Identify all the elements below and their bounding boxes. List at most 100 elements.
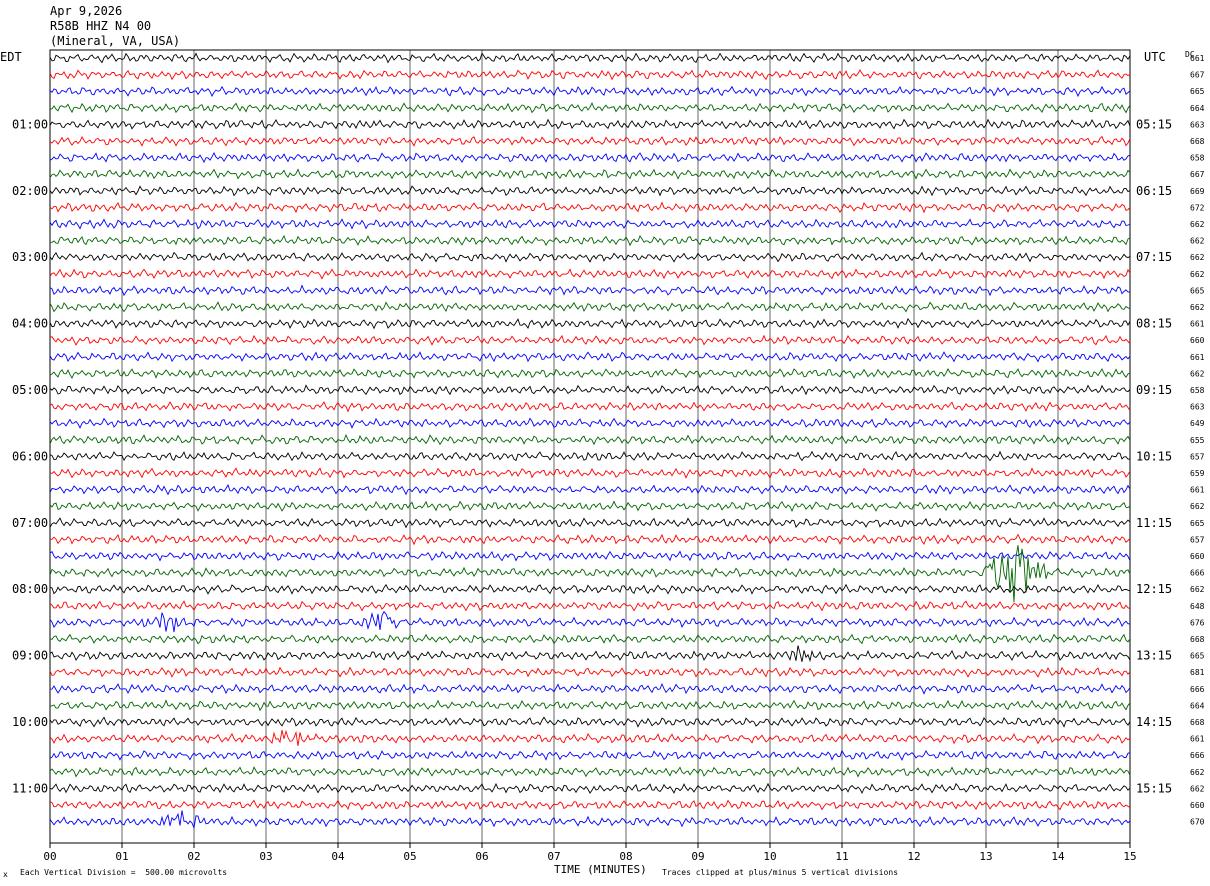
right-hour-label: 08:15 [1136,317,1172,331]
dc-offset-label: 664 [1190,104,1205,113]
x-tick-label: 12 [907,850,920,863]
trace-line [49,533,1131,546]
dc-offset-label: 665 [1190,286,1205,295]
footer-clip-note: Traces clipped at plus/minus 5 vertical … [662,868,899,877]
dc-offset-label: 662 [1190,220,1205,229]
left-hour-label: 04:00 [12,317,48,331]
left-hour-label: 09:00 [12,649,48,663]
right-timezone-label: UTC [1144,50,1166,64]
dc-offset-label: 676 [1190,618,1205,627]
trace-line [49,550,1131,562]
trace-line [49,699,1131,712]
trace-line [49,368,1131,380]
dc-offset-label: 655 [1190,436,1205,445]
left-hour-label: 10:00 [12,715,48,729]
dc-offset-label: 666 [1190,569,1205,578]
trace-line [49,52,1131,64]
x-tick-label: 03 [259,850,272,863]
dc-offset-label: 661 [1190,353,1205,362]
trace-line [49,201,1131,214]
dc-offset-label: 657 [1190,452,1205,461]
dc-offset-label: 665 [1190,652,1205,661]
dc-offset-label: 658 [1190,386,1205,395]
trace-line [49,483,1131,496]
right-hour-labels: 05:15 06:15 07:15 08:15 09:15 10:15 11:15 12:15… [1136,117,1172,795]
trace-line [49,135,1131,147]
left-hour-labels: 01:00 02:00 03:00 04:00 05:00 06:00 07:00 08:00… [12,117,48,795]
trace-line [49,301,1131,313]
header-station: R58B HHZ N4 00 [50,19,152,33]
dc-offset-label: 660 [1190,336,1205,345]
trace-group [49,52,1131,830]
plot-frame [49,49,1131,844]
dc-offset-label: 668 [1190,718,1205,727]
dc-offset-label: 662 [1190,585,1205,594]
dc-offset-label: 662 [1190,237,1205,246]
right-hour-label: 14:15 [1136,715,1172,729]
dc-offset-label: 664 [1190,701,1205,710]
dc-offset-label: 662 [1190,253,1205,262]
trace-line [49,268,1131,280]
trace-line [49,417,1131,429]
trace-line [49,284,1131,297]
trace-line [49,749,1131,761]
footer-marker: x [3,870,8,879]
right-hour-label: 09:15 [1136,383,1172,397]
trace-line [49,334,1131,346]
trace-line [49,545,1131,603]
dc-offset-label: 672 [1190,203,1205,212]
dc-offset-label: 662 [1190,270,1205,279]
trace-line [49,118,1131,130]
trace-line [49,633,1131,645]
dc-offset-label: 665 [1190,87,1205,96]
left-hour-label: 08:00 [12,582,48,596]
dc-offset-label: 662 [1190,303,1205,312]
trace-line [49,351,1131,363]
dc-column-label: DC [1185,50,1195,59]
x-tick-label: 04 [331,850,345,863]
dc-offset-label: 648 [1190,602,1205,611]
trace-line [49,102,1131,114]
dc-offset-label: 670 [1190,818,1205,827]
dc-offset-label: 666 [1190,751,1205,760]
trace-line [49,251,1131,263]
trace-line [49,168,1131,180]
x-tick-label: 08 [619,850,632,863]
x-tick-label: 10 [763,850,776,863]
trace-line [49,433,1131,446]
right-hour-label: 15:15 [1136,781,1172,795]
x-axis-title: TIME (MINUTES) [554,863,647,876]
trace-line [49,234,1131,247]
dc-offset-label: 661 [1190,735,1205,744]
trace-line [49,450,1131,462]
trace-line [49,401,1131,413]
trace-line [49,666,1131,678]
dc-offset-label: 667 [1190,71,1205,80]
header-location: (Mineral, VA, USA) [50,34,181,48]
left-hour-label: 05:00 [12,383,48,397]
dc-offset-labels: 661 667 665 664 663 668 658 667 669 672 662 662 662 6… [1190,54,1205,827]
trace-line [49,152,1131,164]
x-tick-label: 11 [835,850,848,863]
trace-line [49,799,1131,811]
left-hour-label: 11:00 [12,781,48,795]
right-hour-label: 12:15 [1136,582,1172,596]
dc-offset-label: 681 [1190,668,1205,677]
trace-line [49,682,1131,695]
trace-line [49,600,1131,612]
x-tick-label: 13 [979,850,992,863]
dc-offset-label: 661 [1190,486,1205,495]
trace-line [49,467,1131,479]
x-tick-label: 07 [547,850,560,863]
left-hour-label: 06:00 [12,449,48,463]
trace-line [49,610,1131,633]
trace-line [49,716,1131,728]
trace-line [49,810,1131,830]
dc-offset-label: 662 [1190,502,1205,511]
dc-offset-label: 660 [1190,552,1205,561]
dc-offset-label: 661 [1190,320,1205,329]
right-hour-label: 05:15 [1136,117,1172,131]
dc-offset-label: 662 [1190,768,1205,777]
header-date: Apr 9,2026 [50,4,123,18]
